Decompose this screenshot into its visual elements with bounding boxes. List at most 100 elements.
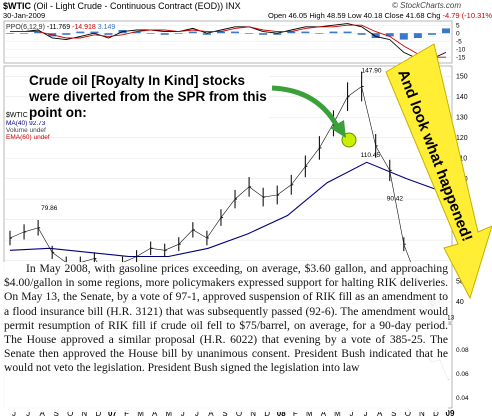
ppo-y-tick: -15: [456, 55, 466, 62]
ppo-hist-bar: [20, 33, 29, 34]
ma40-line: [9, 161, 447, 258]
legend-ema: EMA(60) undef: [6, 134, 50, 141]
price-y-tick: 50: [456, 279, 464, 286]
price-label: 79.86: [41, 205, 58, 212]
price-y-tick: 120: [456, 135, 468, 142]
x-tick-label: M: [334, 409, 341, 418]
open-value: 46.05: [288, 11, 308, 20]
x-tick-label: A: [152, 409, 158, 418]
ppo-line: [10, 23, 447, 60]
ppo-hist-bar: [146, 33, 155, 34]
x-tick-label: 08: [277, 409, 286, 418]
price-line: [9, 85, 447, 307]
x-tick-label: A: [208, 409, 214, 418]
ppo-hist-bar: [385, 33, 394, 37]
ppo-y-tick: 0: [456, 31, 460, 38]
ppo-hist-bar: [259, 33, 268, 35]
close-value: 41.68: [405, 11, 425, 20]
ppo-hist-bar: [90, 31, 99, 34]
ppo-hist-bar: [245, 33, 254, 34]
ppo-hist-bar: [399, 33, 408, 40]
x-tick-label: J: [181, 409, 185, 418]
ppo-hist-bar: [315, 33, 324, 34]
price-stats: Open 46.05 High 48.59 Low 40.18 Close 41…: [268, 11, 492, 20]
legend-volume: Volume undef: [6, 127, 46, 134]
spr-callout: Crude oil [Royalty In Kind] stocks were …: [29, 73, 269, 121]
x-tick-label: M: [137, 409, 144, 418]
ppo-y-tick: -5: [456, 39, 462, 46]
low-label: Low: [347, 11, 362, 20]
yellow-arrow-shape: [385, 43, 492, 300]
green-arrow-head: [330, 120, 346, 138]
ppo-legend: PPO(6,12,9) -11.769 -14.918 3.149: [6, 24, 115, 31]
ppo-y-tick: -10: [456, 47, 466, 54]
ppo-hist-bar: [357, 33, 366, 35]
x-tick-label: N: [250, 409, 256, 418]
ppo-signal-line: [10, 24, 446, 58]
ppo-legend-hist: 3.149: [98, 24, 116, 31]
x-tick-label: D: [264, 409, 270, 418]
ppo-hist-bar: [62, 33, 71, 35]
ppo-hist-bar: [202, 33, 211, 35]
ppo-hist-bar: [273, 33, 282, 35]
legend-ma: MA(40) 92.73: [6, 120, 46, 127]
chart-header: $WTIC (Oil - Light Crude - Continuous Co…: [0, 0, 492, 20]
chart-title: $WTIC (Oil - Light Crude - Continuous Co…: [3, 1, 241, 11]
x-tick-label: N: [419, 409, 425, 418]
low-y-tick: 0.04: [456, 395, 469, 402]
x-tick-label: M: [306, 409, 313, 418]
ppo-hist-bar: [427, 33, 436, 35]
price-label: 110.45: [361, 152, 381, 159]
ppo-hist-bar: [413, 33, 422, 38]
x-tick-label: O: [405, 409, 411, 418]
symbol: $WTIC: [3, 1, 31, 11]
x-tick-label: A: [377, 409, 383, 418]
price-y-tick: 130: [456, 115, 468, 122]
x-tick-label: J: [26, 409, 30, 418]
ppo-y-axis: 50-5-10-15: [456, 23, 466, 62]
ppo-hist-bar: [188, 31, 197, 34]
low-y-axis: 0.08 0.06 0.04: [456, 347, 469, 402]
price-y-tick: 40: [456, 299, 464, 306]
high-label: High: [309, 11, 325, 20]
chg-label: Chg: [426, 11, 441, 20]
x-tick-label: A: [39, 409, 45, 418]
high-value: 48.59: [326, 11, 346, 20]
price-y-tick: 140: [456, 94, 468, 101]
x-tick-label: 09: [446, 409, 455, 418]
price-y-tick: 150: [456, 74, 468, 81]
x-tick-label: S: [54, 409, 59, 418]
price-label: 147.90: [362, 68, 382, 75]
price-y-tick: 110: [456, 156, 467, 163]
x-tick-label: F: [293, 409, 298, 418]
price-label: 90.42: [387, 195, 404, 202]
x-tick-label: J: [350, 409, 354, 418]
x-tick-label: D: [95, 409, 101, 418]
x-tick-label: N: [81, 409, 87, 418]
chart-date: 30-Jan-2009: [3, 11, 46, 20]
x-tick-label: J: [195, 409, 199, 418]
ppo-hist-bar: [287, 31, 296, 34]
x-tick-label: D: [433, 409, 439, 418]
ppo-hist-bar: [301, 31, 310, 34]
open-label: Open: [268, 11, 287, 20]
ppo-histogram: [6, 28, 450, 40]
description: (Oil - Light Crude - Continuous Contract…: [33, 1, 241, 11]
x-tick-label: 07: [108, 409, 117, 418]
stockcharts-logo: © StockCharts.com: [392, 1, 462, 10]
low-y-tick: 0.08: [456, 347, 469, 354]
ppo-hist-bar: [104, 33, 113, 35]
article-text: In May 2008, with gasoline prices exceed…: [0, 262, 448, 412]
ppo-y-tick: 5: [456, 23, 460, 30]
x-tick-label: J: [12, 409, 16, 418]
x-tick-label: M: [165, 409, 172, 418]
ppo-hist-bar: [34, 31, 43, 34]
x-tick-label: F: [124, 409, 129, 418]
ppo-hist-bar: [76, 31, 85, 34]
ppo-hist-bar: [216, 31, 225, 34]
ppo-hist-bar: [343, 31, 352, 34]
x-tick-label: J: [364, 409, 368, 418]
chg-value: -4.79 (-10.31%): [442, 11, 492, 20]
ppo-hist-bar: [371, 33, 380, 38]
